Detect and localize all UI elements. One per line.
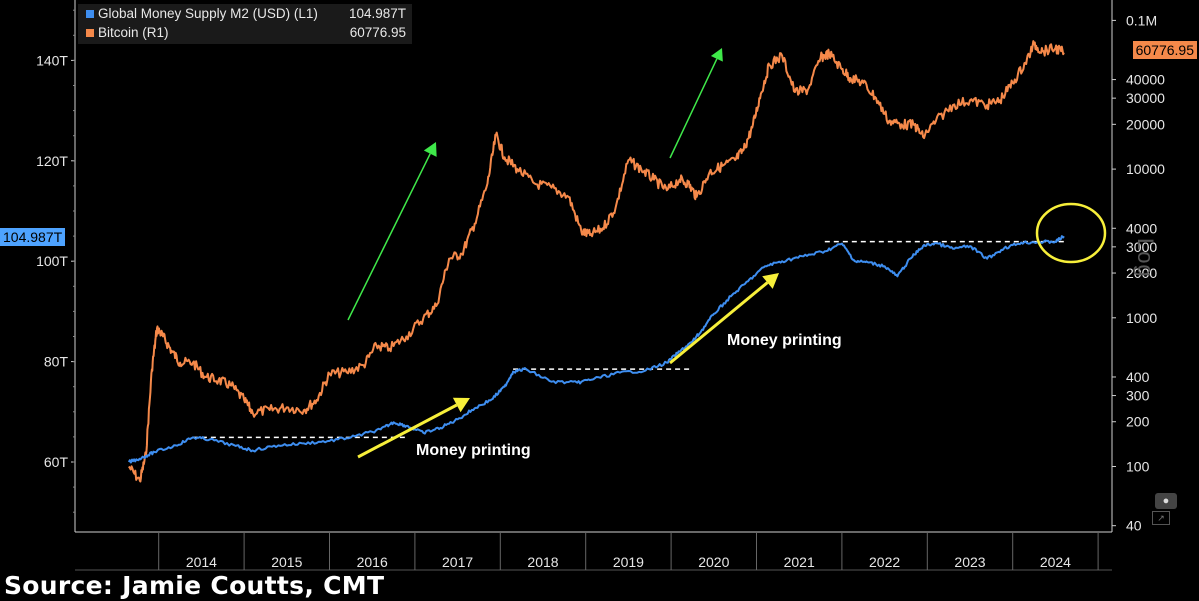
- chart-icon[interactable]: ↗: [1152, 511, 1170, 525]
- m2-line: [127, 235, 1065, 464]
- x-tick-label: 2019: [613, 554, 644, 570]
- btc-last-value-tag: 60776.95: [1132, 41, 1197, 59]
- legend-item-m2: Global Money Supply M2 (USD) (L1) 104.98…: [78, 4, 412, 23]
- plot-frame: [74, 0, 1113, 571]
- right-axis: 40 100 200 300 400 1000 2000 3000 4000 10000 20000…: [1112, 12, 1165, 534]
- plateau-dashed-lines: [192, 240, 1064, 439]
- highlight-circle: [1035, 202, 1107, 264]
- m2-last-value-tag: 104.987T: [0, 228, 66, 246]
- right-tick-label: 0.1M: [1126, 12, 1157, 28]
- x-tick-label: 2015: [271, 554, 302, 570]
- green-arrow-head: [710, 48, 723, 62]
- yellow-arrow: [669, 281, 769, 365]
- series-lines: [127, 40, 1065, 483]
- right-tick-label: 1000: [1126, 310, 1157, 326]
- left-tick-label: 100T: [36, 253, 68, 269]
- yellow-arrow: [357, 403, 458, 459]
- right-tick-label: 2000: [1126, 265, 1157, 281]
- x-axis: 2014 2015 2016 2017 2018 2019 2020 2021 2022 2023…: [158, 532, 1099, 570]
- annotations: Money printing Money printing: [416, 332, 842, 459]
- left-tick-label: 120T: [36, 153, 68, 169]
- settings-icon[interactable]: ●: [1155, 493, 1177, 509]
- right-tick-label: 40: [1126, 518, 1142, 534]
- right-tick-label: 40000: [1126, 72, 1165, 88]
- legend: Global Money Supply M2 (USD) (L1) 104.98…: [78, 4, 412, 44]
- x-tick-label: 2024: [1040, 554, 1071, 570]
- right-tick-label: 400: [1126, 369, 1150, 385]
- right-tick-label: 20000: [1126, 116, 1165, 132]
- yellow-arrow-head: [452, 397, 470, 413]
- right-tick-label: 300: [1126, 388, 1150, 404]
- legend-label-m2: Global Money Supply M2 (USD) (L1): [98, 6, 318, 21]
- green-arrow: [347, 153, 431, 321]
- left-tick-label: 60T: [44, 454, 69, 470]
- right-tick-label: 4000: [1126, 220, 1157, 236]
- x-tick-label: 2014: [186, 554, 217, 570]
- log-scale-label: Log: [1133, 238, 1158, 278]
- x-tick-label: 2023: [954, 554, 985, 570]
- legend-swatch-m2: [86, 10, 94, 18]
- legend-swatch-btc: [86, 29, 94, 37]
- trend-arrows: [347, 48, 1107, 459]
- left-tick-label: 140T: [36, 52, 68, 68]
- green-arrow-head: [423, 142, 437, 157]
- x-tick-label: 2021: [784, 554, 815, 570]
- left-tick-label: 80T: [44, 354, 69, 370]
- right-tick-label: 30000: [1126, 90, 1165, 106]
- annotation-label: Money printing: [416, 442, 531, 459]
- legend-value-btc: 60776.95: [349, 25, 406, 40]
- right-tick-label: 3000: [1126, 239, 1157, 255]
- legend-item-btc: Bitcoin (R1) 60776.95: [78, 23, 412, 42]
- right-tick-label: 200: [1126, 414, 1150, 430]
- bitcoin-line: [128, 40, 1065, 483]
- x-tick-label: 2022: [869, 554, 900, 570]
- left-axis: 60T 80T 100T 120T 140T: [36, 9, 75, 513]
- right-tick-label: 10000: [1126, 161, 1165, 177]
- annotation-label: Money printing: [727, 332, 842, 349]
- source-caption: Source: Jamie Coutts, CMT: [4, 571, 391, 600]
- x-tick-label: 2016: [357, 554, 388, 570]
- legend-value-m2: 104.987T: [348, 6, 406, 21]
- green-arrow: [669, 58, 718, 159]
- legend-label-btc: Bitcoin (R1): [98, 25, 169, 40]
- x-tick-label: 2017: [442, 554, 473, 570]
- yellow-arrow-head: [762, 273, 779, 289]
- x-tick-label: 2018: [527, 554, 558, 570]
- right-tick-label: 100: [1126, 459, 1150, 475]
- x-tick-label: 2020: [698, 554, 729, 570]
